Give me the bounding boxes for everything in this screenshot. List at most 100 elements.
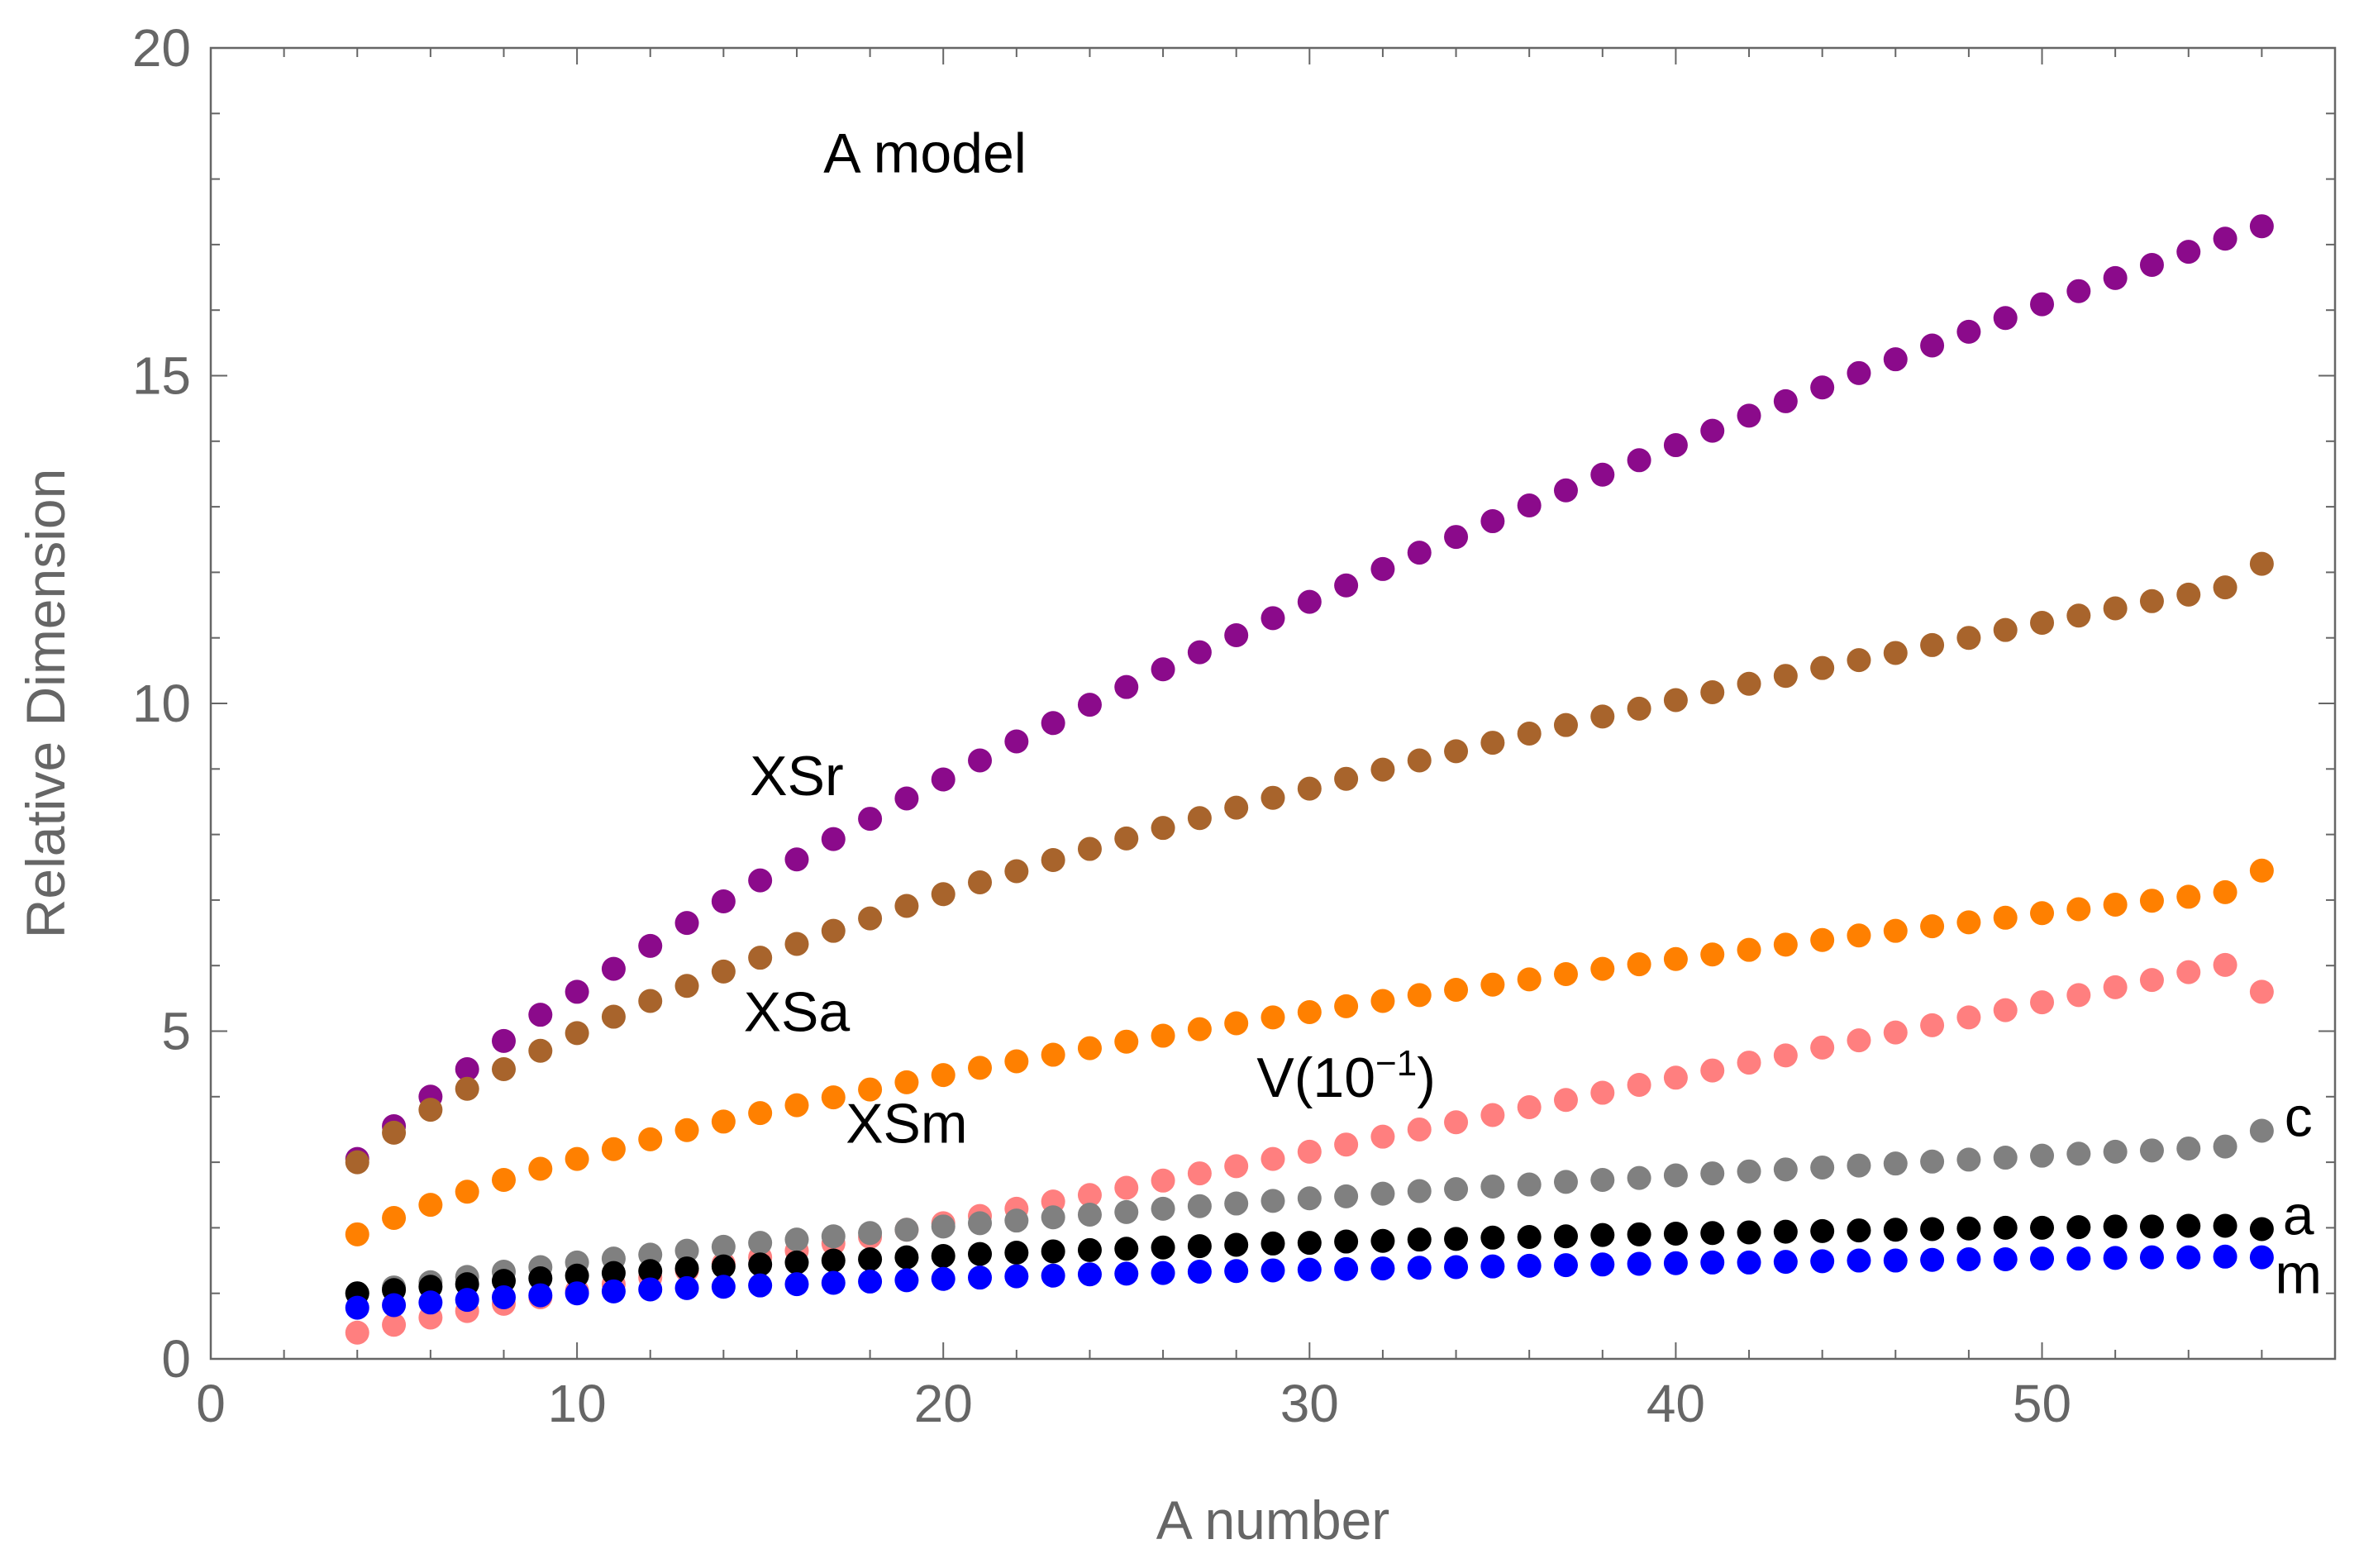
data-point (2066, 1246, 2091, 1271)
data-point (565, 1021, 589, 1046)
data-point (1261, 1258, 1285, 1283)
data-point (1077, 836, 1102, 861)
data-point (1480, 731, 1505, 755)
data-point (1993, 306, 2018, 331)
data-point (1187, 1234, 1212, 1259)
data-point (748, 1252, 773, 1277)
data-point (2139, 252, 2164, 277)
data-point (1627, 952, 1651, 977)
data-point (1334, 994, 1359, 1018)
data-point (1663, 433, 1688, 458)
data-point (711, 1254, 736, 1279)
data-point (2213, 575, 2237, 600)
data-point (491, 1028, 516, 1053)
data-point (528, 1038, 553, 1063)
data-point (784, 1250, 809, 1275)
data-point (2139, 968, 2164, 993)
data-point (1151, 1235, 1175, 1260)
data-point (1773, 1043, 1798, 1068)
data-point (1810, 1035, 1835, 1060)
data-point (565, 979, 589, 1004)
series-label: a (2283, 1184, 2314, 1246)
data-point (1077, 1036, 1102, 1060)
y-axis-title: Relative Dimension (15, 469, 76, 939)
data-point (1810, 927, 1835, 952)
data-point (601, 1279, 626, 1303)
data-point (748, 1273, 773, 1298)
data-point (2249, 1245, 2274, 1270)
data-point (1370, 1228, 1395, 1253)
data-point (1407, 748, 1432, 773)
data-point (1077, 693, 1102, 717)
data-point (821, 1085, 846, 1110)
data-point (1370, 556, 1395, 581)
data-point (1993, 1215, 2018, 1240)
data-point (1297, 589, 1322, 614)
data-point (1847, 1028, 1871, 1053)
data-point (418, 1290, 443, 1315)
data-point (1370, 1256, 1395, 1281)
data-point (601, 1137, 626, 1161)
data-point (2249, 214, 2274, 239)
data-point (1517, 493, 1542, 518)
series-label: XSr (750, 745, 843, 808)
data-point (1480, 1254, 1505, 1279)
data-point (1224, 795, 1249, 820)
data-point (674, 911, 699, 936)
data-point (491, 1056, 516, 1081)
data-point (1737, 1051, 1761, 1075)
data-point (1920, 1013, 1945, 1037)
x-axis-title: A number (1156, 1489, 1390, 1551)
data-point (1517, 1094, 1542, 1119)
data-point (1956, 626, 1981, 651)
annotations: A model XSr XSa XSm V(10−1) cam (744, 122, 2322, 1306)
data-point (1517, 1172, 1542, 1197)
data-point (968, 748, 993, 773)
data-point (1004, 859, 1029, 884)
data-point (2030, 1215, 2055, 1240)
data-point (2176, 240, 2201, 265)
data-point (1370, 1181, 1395, 1206)
data-point (748, 946, 773, 970)
data-point (1553, 1224, 1578, 1249)
data-point (1737, 1250, 1761, 1275)
data-point (2249, 1118, 2274, 1143)
data-point (1297, 1139, 1322, 1164)
data-point (638, 1242, 663, 1267)
data-point (1920, 1217, 1945, 1242)
data-point (455, 1076, 479, 1101)
data-point (1663, 1065, 1688, 1090)
data-point (382, 1313, 407, 1337)
y-tick-label: 10 (132, 674, 191, 733)
data-point (1297, 1231, 1322, 1256)
data-point (931, 1214, 956, 1239)
data-point (821, 827, 846, 851)
data-point (1444, 1255, 1469, 1280)
data-point (2103, 975, 2128, 999)
data-point (1151, 1023, 1175, 1048)
data-point (1627, 1165, 1651, 1190)
data-point (858, 807, 883, 832)
data-point (1700, 680, 1725, 705)
data-point (455, 1288, 479, 1313)
data-point (601, 956, 626, 981)
data-point (1920, 1149, 1945, 1174)
data-point (2139, 889, 2164, 913)
data-point (345, 1222, 369, 1246)
series-XSa (345, 551, 2274, 1175)
series-label: A model (823, 122, 1027, 185)
y-tick-label: 15 (132, 346, 191, 406)
data-point (1370, 1124, 1395, 1149)
data-point (2103, 265, 2128, 290)
data-point (2139, 1245, 2164, 1270)
data-point (382, 1293, 407, 1318)
data-point (1737, 671, 1761, 696)
data-point (1004, 1264, 1029, 1289)
data-point (1920, 914, 1945, 939)
data-point (2103, 1246, 2128, 1270)
data-point (455, 1056, 479, 1081)
data-point (858, 1269, 883, 1294)
data-point (1114, 1029, 1139, 1054)
data-point (1847, 1218, 1871, 1243)
data-point (2176, 884, 2201, 909)
